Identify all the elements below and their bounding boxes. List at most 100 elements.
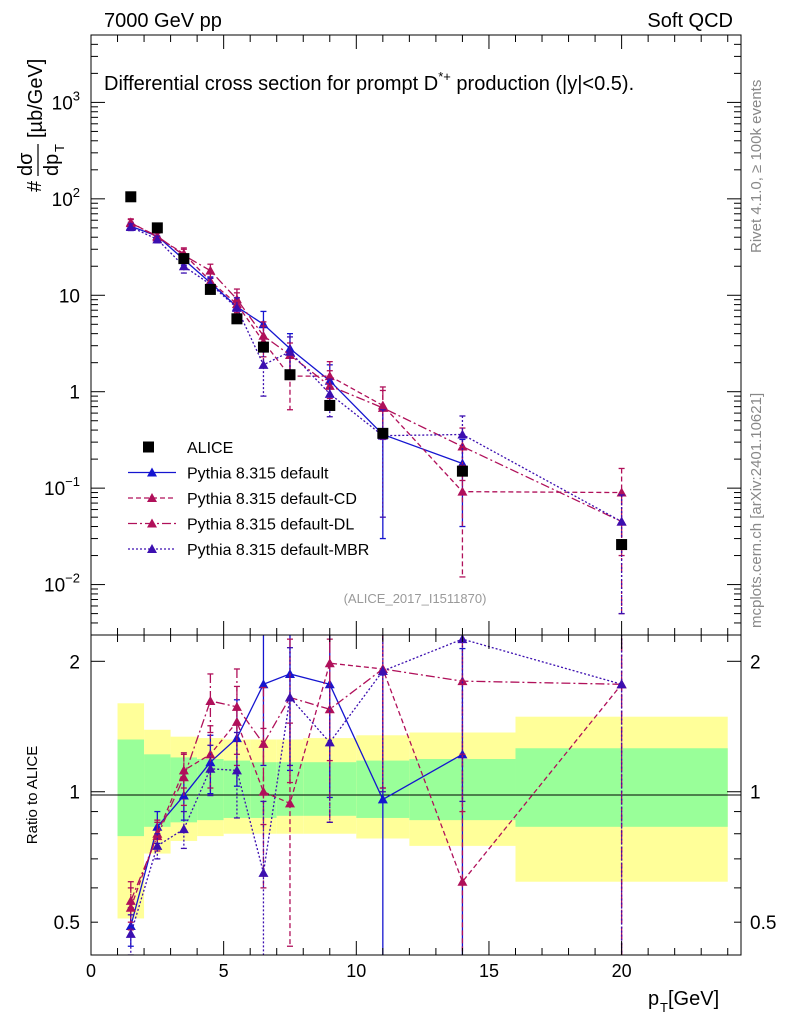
legend-marker-triangle bbox=[147, 467, 157, 477]
ratio-y-tick-label: 1 bbox=[69, 783, 80, 804]
x-tick-label: 5 bbox=[219, 961, 229, 981]
y-tick-label: 10 bbox=[59, 286, 80, 307]
alice-data-point bbox=[178, 253, 190, 265]
svg-text:[µb/GeV]: [µb/GeV] bbox=[25, 59, 47, 138]
legend-marker-triangle bbox=[147, 493, 157, 502]
plot-title: Differential cross section for prompt D*… bbox=[104, 69, 634, 95]
alice-data-point bbox=[231, 313, 243, 325]
legend-label: Pythia 8.315 default-DL bbox=[187, 517, 354, 534]
mc-series-2-marker bbox=[258, 330, 269, 340]
svg-text:T: T bbox=[52, 144, 67, 152]
main-y-axis-label: # dσ dp T [µb/GeV] bbox=[15, 59, 67, 192]
svg-text:p: p bbox=[648, 988, 659, 1010]
legend: ALICE Pythia 8.315 default Pythia 8.315 de… bbox=[128, 440, 369, 559]
ratio-series-0-marker bbox=[377, 794, 388, 804]
ratio-series-3-marker bbox=[231, 765, 242, 775]
alice-data-point bbox=[324, 399, 336, 411]
legend-label: Pythia 8.315 default-CD bbox=[187, 491, 357, 508]
ratio-y-tick-label: 2 bbox=[69, 652, 80, 673]
alice-data-point bbox=[204, 283, 216, 295]
alice-data-point bbox=[616, 539, 628, 551]
ratio-series-1-marker bbox=[284, 798, 295, 808]
ratio-series-1-line bbox=[130, 662, 623, 908]
y-tick-label: 10−1 bbox=[44, 474, 80, 500]
y-tick-label: 102 bbox=[52, 185, 80, 211]
legend-label: Pythia 8.315 default bbox=[187, 466, 329, 483]
ratio-series-0-marker bbox=[258, 679, 269, 689]
ratio-y-tick-label-right: 2 bbox=[750, 652, 761, 673]
process-label: 7000 GeV pp bbox=[104, 10, 222, 32]
ratio-series-3-marker bbox=[258, 867, 269, 877]
alice-data-point bbox=[151, 222, 163, 234]
ratio-series-3-marker bbox=[324, 737, 335, 747]
mc-series-3-marker bbox=[231, 302, 242, 312]
x-tick-label: 10 bbox=[346, 961, 366, 981]
y-tick-label: 103 bbox=[52, 88, 80, 114]
ratio-series-3-marker bbox=[152, 840, 163, 850]
ratio-series-3-marker bbox=[284, 692, 295, 702]
analysis-watermark: (ALICE_2017_I1511870) bbox=[344, 591, 487, 606]
ratio-y-tick-label-right: 1 bbox=[750, 783, 761, 804]
alice-data-point bbox=[257, 341, 269, 353]
svg-text:dp: dp bbox=[41, 154, 63, 176]
mc-series-2-marker bbox=[205, 265, 216, 275]
x-axis-label: p T [GeV] bbox=[648, 988, 719, 1015]
ratio-series-2-marker bbox=[205, 695, 216, 705]
mc-series-3-marker bbox=[152, 234, 163, 244]
rivet-version-label: Rivet 4.1.0, ≥ 100k events bbox=[748, 80, 765, 253]
ratio-y-tick-label-right: 0.5 bbox=[750, 913, 776, 934]
x-tick-label: 0 bbox=[86, 961, 96, 981]
ratio-frame bbox=[90, 634, 742, 956]
ratio-y-axis-label: Ratio to ALICE bbox=[24, 746, 41, 844]
category-label: Soft QCD bbox=[647, 10, 733, 32]
ratio-series-2-marker bbox=[178, 772, 189, 782]
mc-series-1-marker bbox=[457, 486, 468, 496]
mc-series-3-marker bbox=[324, 388, 335, 398]
y-tick-label: 1 bbox=[69, 383, 80, 404]
legend-marker-triangle bbox=[147, 544, 157, 553]
ratio-series-0-line bbox=[130, 673, 463, 927]
legend-label: ALICE bbox=[187, 440, 233, 457]
ratio-series-2-marker bbox=[258, 738, 269, 748]
ratio-series-2-line bbox=[130, 668, 622, 902]
mc-series-3-marker bbox=[258, 359, 269, 369]
ratio-series-3-marker bbox=[205, 763, 216, 773]
legend-marker-square bbox=[143, 441, 154, 453]
ratio-series-3-marker bbox=[125, 928, 136, 938]
ratio-series-2-marker bbox=[457, 676, 468, 686]
svg-text:dσ: dσ bbox=[15, 152, 37, 176]
x-tick-label: 20 bbox=[612, 961, 632, 981]
alice-data-point bbox=[284, 369, 296, 381]
mc-series-3-marker bbox=[284, 346, 295, 356]
ratio-series-3-marker bbox=[178, 824, 189, 834]
ratio-series-3-marker bbox=[377, 665, 388, 675]
ratio-series-3-marker bbox=[616, 679, 627, 689]
svg-text:T: T bbox=[660, 1000, 668, 1015]
alice-data-point bbox=[125, 191, 137, 203]
alice-data-point bbox=[377, 427, 389, 439]
mc-series-3-marker bbox=[125, 222, 136, 232]
mc-series-2-marker bbox=[457, 441, 468, 451]
mcplots-label: mcplots.cern.ch [arXiv:2401.10621] bbox=[748, 393, 765, 628]
ratio-y-tick-label: 0.5 bbox=[54, 913, 80, 934]
x-tick-label: 15 bbox=[479, 961, 499, 981]
inner-band-bin bbox=[117, 739, 145, 837]
legend-label: Pythia 8.315 default-MBR bbox=[187, 542, 369, 559]
mc-series-3-marker bbox=[178, 261, 189, 271]
ratio-series-1-marker bbox=[457, 876, 468, 886]
y-tick-label: 10−2 bbox=[44, 571, 80, 597]
ratio-series-2-marker bbox=[231, 701, 242, 711]
main-series-group bbox=[125, 191, 628, 615]
legend-marker-triangle bbox=[147, 518, 157, 528]
mc-series-2-marker bbox=[324, 380, 335, 390]
mc-series-3-marker bbox=[616, 516, 627, 526]
ratio-series-2-marker bbox=[324, 704, 335, 714]
alice-data-point bbox=[456, 465, 468, 477]
svg-text:[GeV]: [GeV] bbox=[668, 988, 719, 1010]
mc-series-3-marker bbox=[457, 429, 468, 439]
ratio-series-2-marker bbox=[125, 895, 136, 905]
ratio-series-0-marker bbox=[125, 920, 136, 930]
mc-series-0-line bbox=[130, 225, 463, 465]
